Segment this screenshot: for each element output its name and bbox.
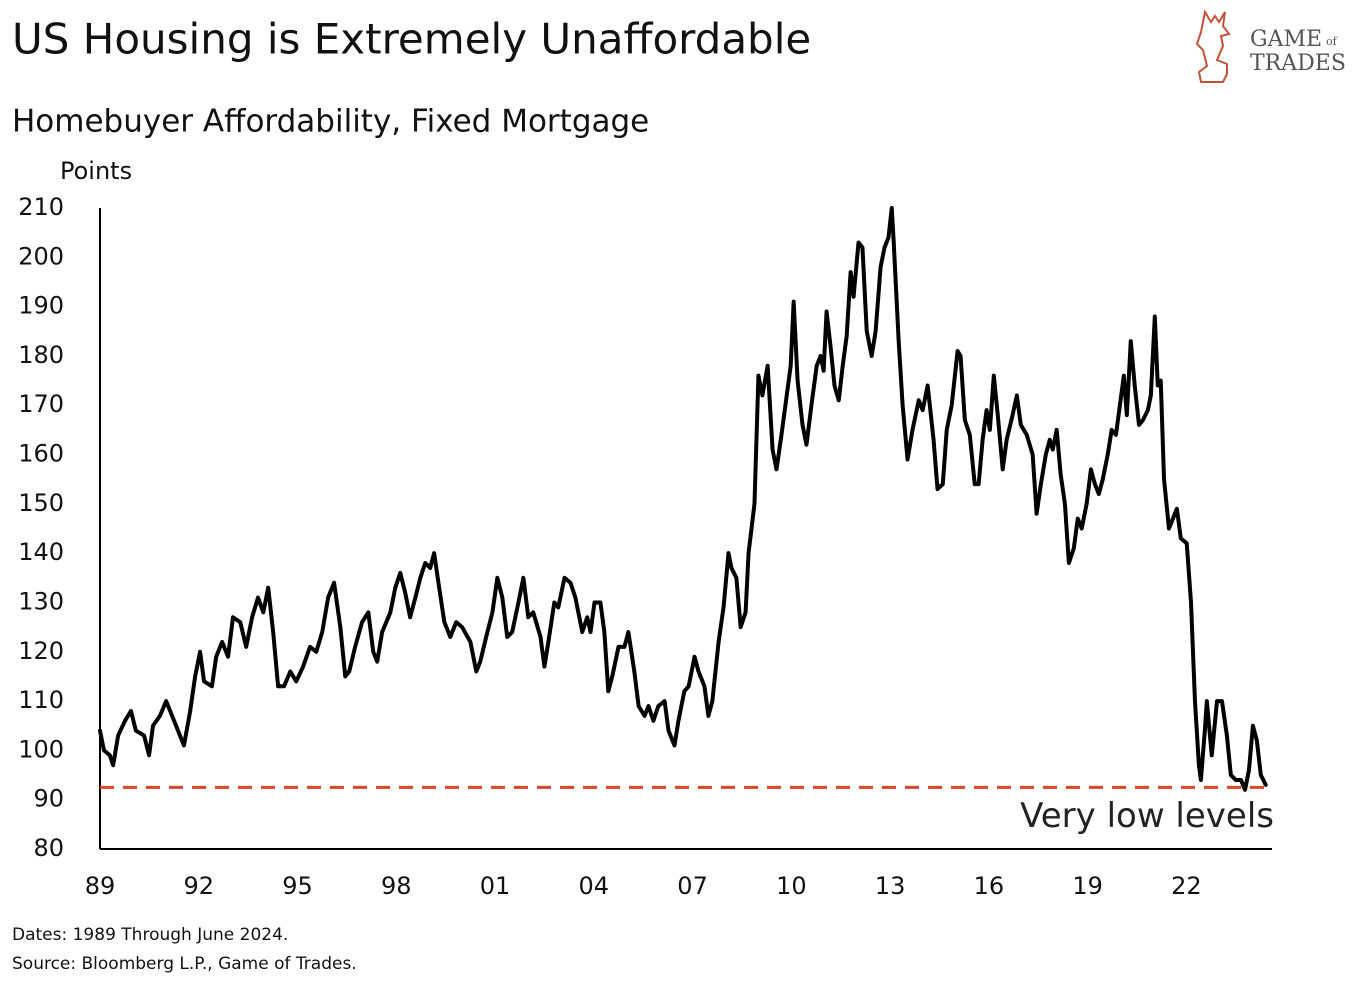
annotation: Very low levels xyxy=(1020,796,1274,836)
y-tick-label: 150 xyxy=(18,489,64,517)
logo-text: TRADES xyxy=(1250,51,1346,76)
footnote: Dates: 1989 Through June 2024. xyxy=(12,925,288,945)
footnote: Source: Bloomberg L.P., Game of Trades. xyxy=(12,954,357,974)
x-tick-label: 19 xyxy=(1072,872,1103,900)
logo: GAME of TRADES xyxy=(1195,9,1346,83)
x-tick-label: 07 xyxy=(677,872,708,900)
y-tick-label: 80 xyxy=(33,834,64,862)
x-tick-label: 95 xyxy=(282,872,313,900)
y-axis-title: Points xyxy=(60,157,132,185)
x-tick-label: 04 xyxy=(579,872,610,900)
x-tick-label: 01 xyxy=(480,872,511,900)
chart-title: US Housing is Extremely Unaffordable xyxy=(12,15,811,64)
logo-icon xyxy=(1195,9,1231,83)
x-tick-label: 98 xyxy=(381,872,412,900)
y-tick-label: 100 xyxy=(18,735,64,763)
y-tick-label: 140 xyxy=(18,538,64,566)
y-tick-label: 180 xyxy=(18,341,64,369)
x-tick-label: 13 xyxy=(875,872,906,900)
y-tick-label: 130 xyxy=(18,587,64,615)
chart-subtitle: Homebuyer Affordability, Fixed Mortgage xyxy=(12,104,649,140)
x-tick-label: 16 xyxy=(974,872,1005,900)
x-tick-label: 92 xyxy=(183,872,214,900)
x-tick-label: 22 xyxy=(1171,872,1202,900)
y-tick-label: 90 xyxy=(33,785,64,813)
y-tick-label: 200 xyxy=(18,242,64,270)
logo-text: GAME xyxy=(1250,27,1322,52)
x-tick-label: 10 xyxy=(776,872,807,900)
y-tick-label: 190 xyxy=(18,292,64,320)
y-tick-label: 120 xyxy=(18,637,64,665)
x-tick-label: 89 xyxy=(85,872,116,900)
y-tick-label: 210 xyxy=(18,193,64,221)
y-tick-label: 170 xyxy=(18,390,64,418)
logo-text: of xyxy=(1326,35,1338,48)
line-series xyxy=(98,206,1268,792)
y-tick-label: 110 xyxy=(18,686,64,714)
y-tick-label: 160 xyxy=(18,440,64,468)
